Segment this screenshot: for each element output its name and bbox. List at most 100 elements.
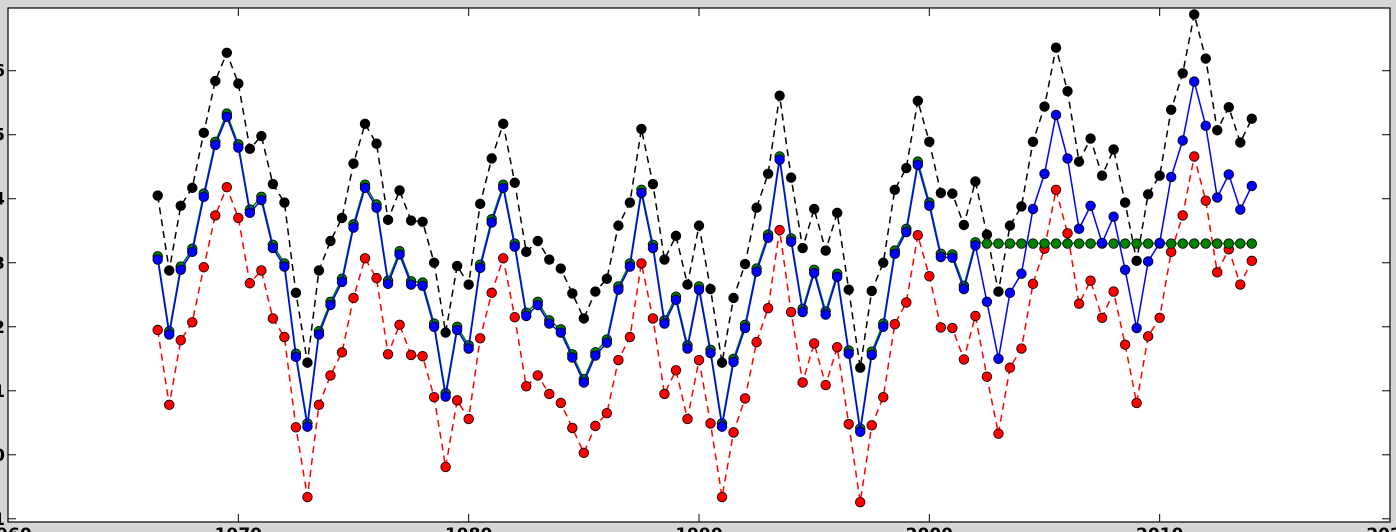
point [670, 365, 682, 376]
point [486, 287, 497, 299]
point [1096, 170, 1108, 181]
point [1131, 397, 1142, 409]
point [1142, 256, 1154, 267]
point [256, 194, 267, 206]
point [578, 447, 590, 459]
point [1119, 264, 1131, 276]
y-tick-label: 1 [0, 382, 5, 402]
point [279, 331, 290, 343]
point [486, 217, 497, 228]
point [739, 258, 751, 270]
point [751, 202, 762, 213]
point [636, 187, 647, 199]
y-tick-label: 6 [0, 62, 5, 82]
point [198, 262, 209, 273]
point [405, 215, 417, 226]
point [705, 283, 716, 295]
point [359, 118, 371, 130]
point [647, 242, 659, 254]
point [855, 496, 866, 508]
y-tick-label: 3 [0, 254, 5, 274]
series [152, 76, 1258, 437]
point [1004, 362, 1016, 373]
x-tick-label: 2020 [1366, 525, 1396, 532]
point [359, 253, 371, 264]
point [1177, 135, 1188, 146]
point [279, 197, 290, 208]
point [1096, 237, 1108, 249]
point [1050, 109, 1062, 121]
point [371, 138, 382, 149]
point [498, 253, 509, 264]
point [1119, 339, 1131, 350]
point [417, 280, 428, 292]
point [325, 370, 336, 381]
y-tick-label: 0 [0, 446, 5, 466]
point [1050, 184, 1062, 195]
point [878, 321, 889, 332]
point [924, 271, 935, 282]
point [532, 299, 543, 311]
point [659, 254, 670, 265]
point [1223, 169, 1234, 180]
point [405, 349, 417, 361]
point [1004, 287, 1016, 299]
point [601, 273, 613, 284]
point [509, 241, 520, 252]
point [636, 123, 647, 135]
point [428, 391, 440, 403]
point [325, 299, 336, 311]
point [521, 381, 532, 392]
point [866, 285, 877, 297]
point [785, 172, 797, 183]
point [1016, 201, 1027, 212]
point [705, 347, 716, 359]
point [705, 418, 716, 429]
point [233, 142, 244, 153]
point [302, 357, 313, 368]
point [1154, 170, 1165, 181]
point [394, 185, 405, 196]
point [981, 229, 993, 240]
point [417, 216, 428, 227]
point [1039, 168, 1050, 179]
point [1235, 137, 1246, 148]
point [1085, 133, 1096, 144]
point [820, 245, 831, 256]
point [924, 136, 935, 147]
point [970, 176, 981, 187]
point [210, 75, 221, 87]
point [785, 236, 797, 247]
point [981, 296, 993, 308]
y-tick-label: 5 [0, 126, 5, 146]
point [164, 329, 175, 340]
point [774, 224, 785, 236]
point [1142, 331, 1154, 342]
point [175, 264, 186, 276]
point [290, 351, 302, 363]
point [682, 279, 693, 290]
y-tick-label: 4 [0, 190, 5, 210]
point [670, 294, 682, 306]
point [1050, 238, 1062, 249]
point [567, 422, 578, 434]
point [647, 178, 659, 190]
point [855, 426, 866, 437]
point [267, 242, 279, 254]
point [958, 354, 970, 365]
point [382, 278, 394, 290]
point [463, 279, 474, 290]
point [820, 309, 831, 320]
point [417, 351, 428, 362]
point [221, 111, 233, 123]
point [739, 393, 751, 404]
point [624, 197, 636, 208]
point [762, 168, 774, 179]
point [1154, 237, 1165, 249]
point [1039, 101, 1050, 112]
point [728, 292, 739, 304]
x-tick-label: 1960 [0, 525, 32, 532]
point [348, 222, 359, 233]
point [1119, 238, 1131, 249]
